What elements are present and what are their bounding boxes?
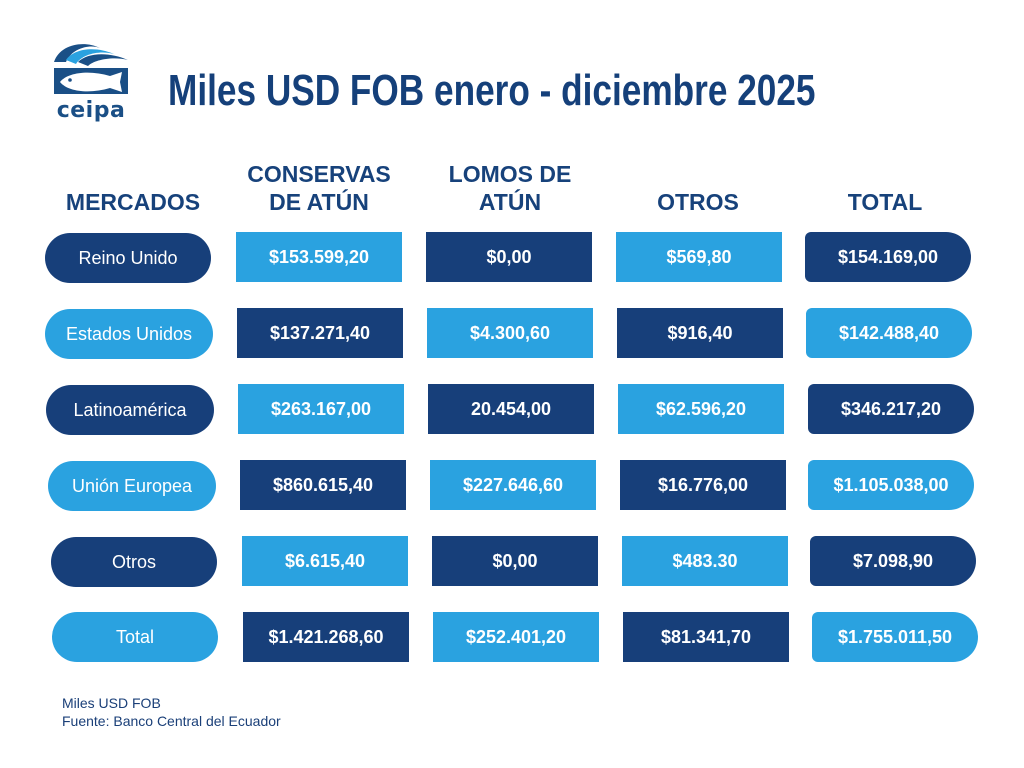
- cell-conservas: $153.599,20: [236, 232, 402, 282]
- market-label: Latinoamérica: [46, 385, 214, 435]
- cell-otros: $483.30: [622, 536, 788, 586]
- cell-otros: $62.596,20: [618, 384, 784, 434]
- header-total: TOTAL: [847, 189, 923, 215]
- cell-lomos: $0,00: [426, 232, 592, 282]
- page-title: Miles USD FOB enero - diciembre 2025: [168, 66, 816, 115]
- footer-source: Fuente: Banco Central del Ecuador: [62, 713, 281, 729]
- footer-units: Miles USD FOB: [62, 695, 161, 711]
- cell-conservas: $263.167,00: [238, 384, 404, 434]
- cell-otros: $916,40: [617, 308, 783, 358]
- cell-otros: $569,80: [616, 232, 782, 282]
- header-conservas: CONSERVAS DE ATÚN: [247, 161, 391, 215]
- cell-lomos: 20.454,00: [428, 384, 594, 434]
- cell-otros: $16.776,00: [620, 460, 786, 510]
- cell-total: $7.098,90: [810, 536, 976, 586]
- market-label: Reino Unido: [45, 233, 211, 283]
- footer-note: Miles USD FOB Fuente: Banco Central del …: [62, 694, 281, 730]
- tuna-fish-wave-icon: [54, 44, 128, 94]
- cell-lomos: $252.401,20: [433, 612, 599, 662]
- ceipa-logo: ceipa: [50, 40, 132, 124]
- header-lomos: LOMOS DE ATÚN: [448, 161, 572, 215]
- cell-lomos: $227.646,60: [430, 460, 596, 510]
- market-label: Estados Unidos: [45, 309, 213, 359]
- cell-conservas: $137.271,40: [237, 308, 403, 358]
- cell-conservas: $1.421.268,60: [243, 612, 409, 662]
- cell-conservas: $860.615,40: [240, 460, 406, 510]
- cell-total: $1.755.011,50: [812, 612, 978, 662]
- logo-text: ceipa: [56, 98, 126, 123]
- market-label: Total: [52, 612, 218, 662]
- cell-total: $142.488,40: [806, 308, 972, 358]
- market-label: Otros: [51, 537, 217, 587]
- market-label: Unión Europea: [48, 461, 216, 511]
- cell-total: $346.217,20: [808, 384, 974, 434]
- header-mercados: MERCADOS: [65, 189, 201, 215]
- cell-otros: $81.341,70: [623, 612, 789, 662]
- cell-total: $154.169,00: [805, 232, 971, 282]
- header-otros: OTROS: [657, 189, 739, 215]
- cell-lomos: $0,00: [432, 536, 598, 586]
- cell-conservas: $6.615,40: [242, 536, 408, 586]
- cell-lomos: $4.300,60: [427, 308, 593, 358]
- cell-total: $1.105.038,00: [808, 460, 974, 510]
